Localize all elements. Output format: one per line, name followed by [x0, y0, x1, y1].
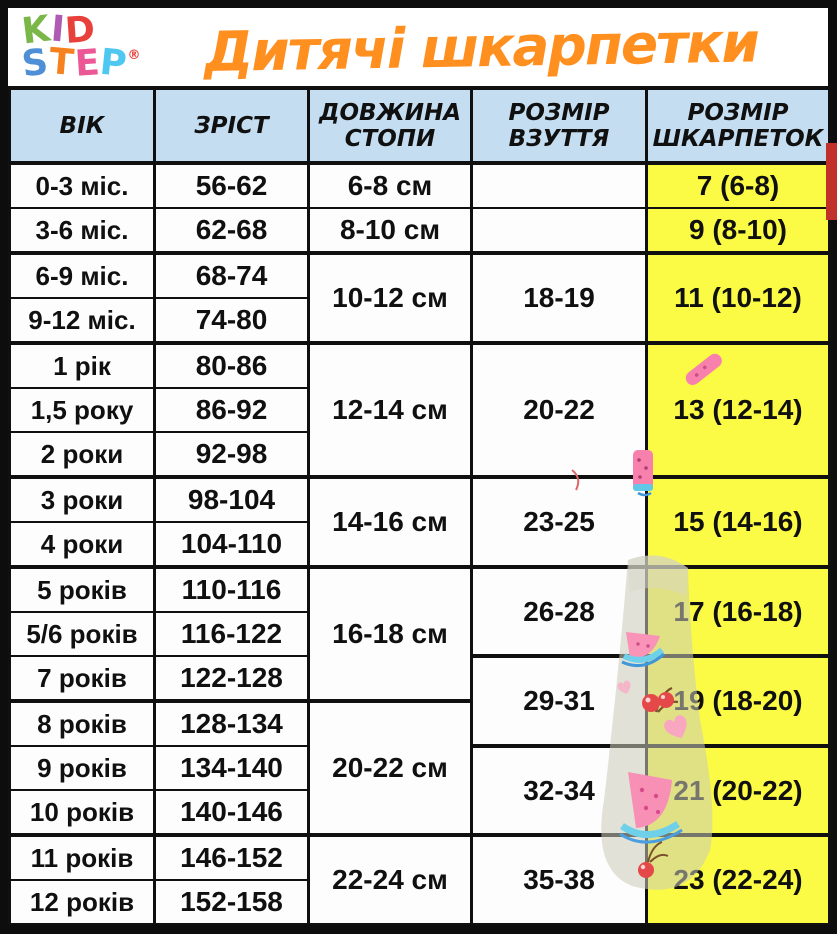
table-row: 12 років 152-158	[8, 879, 830, 925]
col-header-sock-size: РОЗМІР ШКАРПЕТОК	[645, 86, 831, 165]
table-row: 4 роки 104-110	[8, 521, 830, 569]
registered-trademark-symbol: ®	[127, 48, 142, 63]
height-cell: 152-158	[153, 879, 310, 925]
table-row: 3-6 міс. 62-68 8-10 см 9 (8-10)	[8, 207, 831, 255]
sock-size-cell: 19 (18-20)	[645, 654, 831, 748]
foot-length-cell: 16-18 см	[307, 565, 473, 703]
table-row: 1 рік 80-86 12-14 см 20-22 13 (12-14)	[8, 341, 831, 479]
table-row: 11 років 146-152 22-24 см 35-38 23 (22-2…	[8, 833, 831, 925]
foot-length-cell: 14-16 см	[307, 475, 473, 569]
age-cell: 3-6 міс.	[8, 207, 156, 255]
col-header-foot-length: ДОВЖИНА СТОПИ	[307, 86, 473, 165]
table-row: 5/6 років 116-122	[8, 611, 830, 658]
page-title: Дитячі шкарпетки	[203, 10, 759, 85]
age-cell: 3 роки	[8, 475, 156, 524]
table-row: 2 роки 92-98	[8, 431, 830, 479]
col-header-height-label: ЗРІСТ	[194, 112, 269, 139]
col-header-height: ЗРІСТ	[153, 86, 310, 165]
height-cell: 68-74	[153, 251, 310, 300]
col-header-age: ВІК	[8, 86, 156, 165]
height-cell: 134-140	[153, 745, 310, 791]
shoe-size-cell: 20-22	[470, 341, 648, 479]
shoe-size-cell: 29-31	[470, 654, 648, 748]
table-row: 5 років 110-116 16-18 см 26-28 17 (16-18…	[8, 565, 831, 703]
sock-size-cell: 7 (6-8)	[645, 161, 831, 210]
size-chart-table: ВІК ЗРІСТ ДОВЖИНА СТОПИ РОЗМІР ВЗУТТЯ РОЗМ…	[8, 86, 831, 925]
shoe-size-cell: 32-34	[470, 744, 648, 837]
age-cell: 10 років	[8, 788, 156, 837]
foot-length-cell: 8-10 см	[307, 207, 473, 255]
age-cell: 7 років	[8, 655, 156, 703]
shoe-size-cell: 18-19	[470, 251, 648, 345]
foot-length-cell: 22-24 см	[307, 833, 473, 925]
shoe-size-cell: 35-38	[470, 833, 648, 925]
age-cell: 0-3 міс.	[8, 161, 156, 210]
sock-size-cell: 9 (8-10)	[645, 207, 831, 255]
height-cell: 98-104	[153, 475, 310, 524]
age-cell: 4 роки	[8, 521, 156, 569]
age-cell: 1 рік	[8, 341, 156, 390]
height-cell: 104-110	[153, 521, 310, 569]
height-cell: 80-86	[153, 341, 310, 390]
table-row: 3 роки 98-104 14-16 см 23-25 15 (14-16)	[8, 475, 831, 569]
brand-logo-step: S T E P ®	[19, 40, 142, 86]
sock-size-cell: 11 (10-12)	[645, 251, 831, 345]
age-cell: 11 років	[8, 833, 156, 882]
age-cell: 5 років	[8, 565, 156, 614]
height-cell: 116-122	[153, 611, 310, 658]
col-header-shoe-size: РОЗМІР ВЗУТТЯ	[470, 86, 648, 165]
height-cell: 110-116	[153, 565, 310, 614]
height-cell: 56-62	[153, 161, 310, 210]
shoe-size-cell: 23-25	[470, 475, 648, 569]
sock-size-cell: 21 (20-22)	[645, 744, 831, 837]
col-header-age-label: ВІК	[59, 112, 105, 139]
height-cell: 86-92	[153, 387, 310, 434]
age-cell: 1,5 року	[8, 387, 156, 434]
height-cell: 146-152	[153, 833, 310, 882]
height-cell: 140-146	[153, 788, 310, 837]
height-cell: 122-128	[153, 655, 310, 703]
age-cell: 5/6 років	[8, 611, 156, 658]
height-cell: 128-134	[153, 699, 310, 748]
table-row: 8 років 128-134 20-22 см	[8, 699, 830, 837]
age-cell: 8 років	[8, 699, 156, 748]
sock-size-cell: 23 (22-24)	[645, 833, 831, 925]
table-row: 0-3 міс. 56-62 6-8 см 7 (6-8)	[8, 161, 831, 210]
sock-size-cell: 15 (14-16)	[645, 475, 831, 569]
table-row: 10 років 140-146	[8, 788, 830, 837]
height-cell: 92-98	[153, 431, 310, 479]
foot-length-cell: 6-8 см	[307, 161, 473, 210]
table-row: 9-12 міс. 74-80	[8, 297, 830, 345]
foot-length-cell: 12-14 см	[307, 341, 473, 479]
shoe-size-cell: 26-28	[470, 565, 648, 658]
header-row: ВІК ЗРІСТ ДОВЖИНА СТОПИ РОЗМІР ВЗУТТЯ РОЗМ…	[8, 86, 831, 165]
shoe-size-cell	[470, 207, 648, 255]
height-cell: 74-80	[153, 297, 310, 345]
age-cell: 2 роки	[8, 431, 156, 479]
foot-length-cell: 10-12 см	[307, 251, 473, 345]
table-row: 6-9 міс. 68-74 10-12 см 18-19 11 (10-12)	[8, 251, 831, 345]
height-cell: 62-68	[153, 207, 310, 255]
table-row: 1,5 року 86-92	[8, 387, 830, 434]
sock-size-cell: 13 (12-14)	[645, 341, 831, 479]
age-cell: 6-9 міс.	[8, 251, 156, 300]
shoe-size-cell	[470, 161, 648, 210]
age-cell: 9 років	[8, 745, 156, 791]
sock-size-cell: 17 (16-18)	[645, 565, 831, 658]
age-cell: 12 років	[8, 879, 156, 925]
foot-length-cell: 20-22 см	[307, 699, 473, 837]
age-cell: 9-12 міс.	[8, 297, 156, 345]
